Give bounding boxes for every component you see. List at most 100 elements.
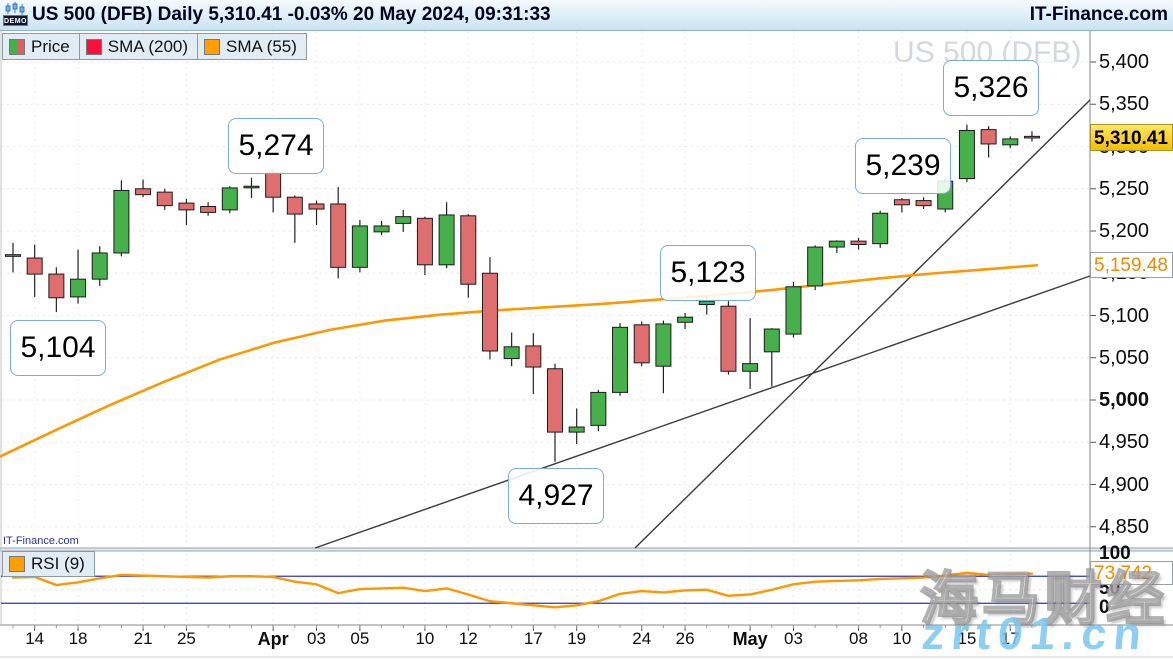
candle-20-Mar: [113, 189, 130, 254]
candle-08-May: [850, 240, 867, 246]
x-axis-label: 10: [415, 629, 435, 648]
legend-sma55[interactable]: SMA (55): [198, 33, 307, 60]
y-axis-label: 5,400: [1099, 51, 1150, 73]
legend-price-label: Price: [31, 36, 70, 56]
price-annotation: 5,326: [943, 60, 1039, 116]
y-axis-label: 5,100: [1099, 304, 1150, 327]
candle-18-Apr: [547, 368, 563, 433]
y-axis-label: 5,050: [1099, 346, 1150, 369]
x-axis-label: 14: [25, 629, 45, 648]
x-axis-label: 08: [849, 629, 868, 648]
sma55-value-flag: 5,159.48: [1090, 252, 1173, 278]
candle-16-May: [980, 129, 997, 145]
candle-02-May: [763, 328, 780, 353]
candle-26-Apr: [677, 316, 694, 323]
candle-10-May: [893, 199, 910, 206]
x-axis-label: 18: [68, 629, 88, 648]
x-axis-label: May: [732, 629, 768, 649]
candle-04-Apr: [330, 203, 347, 268]
x-axis-label: 17: [523, 629, 543, 648]
y-axis-label: 4,950: [1099, 431, 1150, 454]
legend-rsi[interactable]: RSI (9): [2, 551, 95, 577]
brand-link[interactable]: IT-Finance.com: [1029, 4, 1168, 25]
candle-29-Apr: [698, 300, 715, 306]
legend-sma200[interactable]: SMA (200): [79, 33, 199, 60]
legend-row: Price SMA (200) SMA (55): [2, 33, 307, 60]
x-axis-label: 05: [350, 629, 370, 648]
candle-20-May: [1023, 135, 1040, 139]
price-annotation: 5,104: [10, 320, 106, 376]
cn-url-watermark: zrt01.cn: [919, 608, 1151, 659]
candle-01-May: [742, 363, 759, 372]
x-axis-label: 12: [458, 629, 478, 648]
candle-30-Apr: [720, 305, 737, 372]
y-axis-label: 5,000: [1099, 389, 1150, 411]
candle-13-May: [915, 200, 932, 207]
candle-02-Apr: [286, 196, 303, 215]
x-axis-label: 17: [1000, 629, 1020, 648]
y-axis-label: 5,200: [1099, 220, 1150, 242]
price-annotation: 4,927: [508, 468, 604, 524]
candle-23-Apr: [612, 326, 629, 393]
price-annotation: 5,123: [660, 245, 756, 301]
candle-06-May: [807, 246, 824, 287]
price-annotation: 5,239: [855, 138, 951, 194]
x-axis-label: 10: [892, 629, 912, 648]
legend-rsi-label: RSI (9): [31, 554, 85, 573]
candle-22-Apr: [590, 391, 607, 426]
candle-16-Apr: [503, 346, 520, 360]
legend-sma55-label: SMA (55): [226, 36, 297, 56]
candle-15-May: [958, 129, 975, 180]
x-axis-label: 24: [632, 629, 652, 648]
sma55-swatch-icon: [204, 38, 221, 55]
price-swatch-icon: [9, 38, 25, 55]
y-axis-label: 5,250: [1099, 177, 1150, 200]
site-watermark: IT-Finance.com: [3, 535, 79, 547]
demo-badge: DEMO: [3, 15, 28, 26]
candle-11-Apr: [438, 214, 455, 266]
last-price-flag: 5,310.41: [1090, 124, 1173, 151]
rsi-value-flag: 73.742: [1090, 561, 1173, 585]
candle-03-May: [785, 286, 802, 335]
app-logo[interactable]: DEMO: [3, 2, 28, 28]
candle-28-Mar: [243, 185, 260, 189]
candle-12-Apr: [460, 215, 477, 285]
candle-09-May: [872, 212, 889, 245]
header-bar: DEMO US 500 (DFB) Daily 5,310.41 -0.03% …: [0, 0, 1173, 31]
legend-price[interactable]: Price: [2, 33, 80, 60]
candle-19-Apr: [568, 426, 585, 433]
candle-03-Apr: [308, 203, 325, 210]
candle-17-Apr: [525, 345, 542, 368]
x-axis-label: Apr: [257, 629, 289, 649]
candle-26-Mar: [200, 205, 217, 213]
candle-19-Mar: [91, 252, 108, 280]
candle-09-Apr: [395, 216, 412, 224]
candle-14-Mar: [26, 257, 43, 275]
y-axis-label: 4,900: [1099, 473, 1150, 496]
x-axis-label: 19: [567, 629, 587, 648]
candle-27-Mar: [221, 187, 238, 211]
candle-01-Apr: [265, 172, 282, 198]
cn-watermark: 海马财经: [919, 566, 1169, 633]
rsi-axis-label: 100: [1099, 543, 1131, 564]
candle-10-Apr: [416, 217, 433, 266]
candle-18-Mar: [70, 278, 87, 298]
rsi-axis-label: 0: [1099, 597, 1110, 618]
candlestick-logo-icon: [5, 2, 25, 15]
candle-21-Mar: [135, 188, 152, 196]
candle-22-Mar: [156, 191, 173, 207]
y-axis-label: 5,350: [1099, 93, 1150, 116]
sma200-swatch-icon: [85, 38, 102, 55]
candle-15-Apr: [481, 272, 498, 352]
x-axis-label: 03: [784, 629, 803, 648]
rsi-swatch-icon: [9, 556, 25, 572]
y-axis-label: 4,850: [1099, 515, 1150, 538]
candle-25-Mar: [178, 202, 195, 211]
candle-15-Mar: [48, 273, 65, 299]
x-axis-label: 03: [307, 629, 326, 648]
candle-05-Apr: [351, 225, 368, 268]
x-axis-label: 26: [675, 629, 695, 648]
candle-25-Apr: [655, 323, 672, 367]
candle-08-Apr: [373, 225, 390, 233]
chart-title: US 500 (DFB) Daily 5,310.41 -0.03% 20 Ma…: [32, 4, 551, 25]
